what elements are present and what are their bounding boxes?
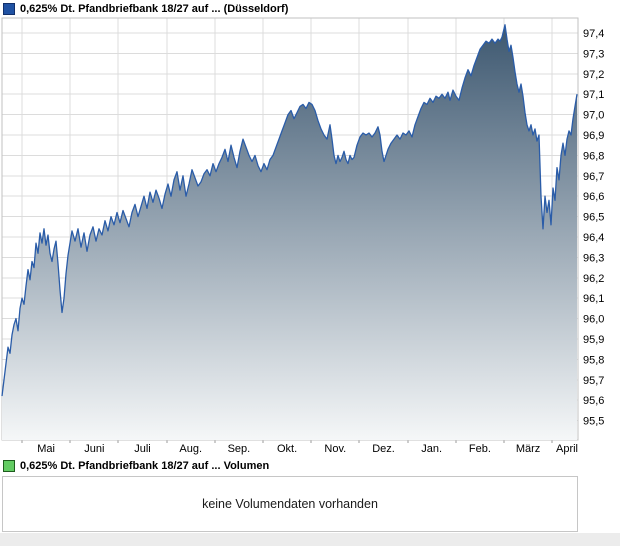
volume-series-label: 0,625% Dt. Pfandbriefbank 18/27 auf ... … (20, 460, 270, 472)
y-axis-tick-label: 97,4 (583, 28, 604, 40)
y-axis-tick-label: 96,6 (583, 191, 604, 203)
y-axis-tick-label: 95,5 (583, 416, 604, 428)
volume-series-marker-icon (3, 460, 15, 472)
x-axis-tick-label: April (556, 443, 578, 455)
y-axis-tick-label: 96,5 (583, 212, 604, 224)
volume-legend: 0,625% Dt. Pfandbriefbank 18/27 auf ... … (3, 460, 269, 472)
x-axis-tick-label: Okt. (277, 443, 297, 455)
y-axis-tick-label: 95,7 (583, 375, 604, 387)
x-axis-tick-label: Jan. (421, 443, 442, 455)
y-axis-tick-label: 96,1 (583, 293, 604, 305)
price-area-fill (2, 24, 577, 441)
volume-panel: keine Volumendaten vorhanden (2, 476, 578, 532)
x-axis-tick-label: Juli (134, 443, 151, 455)
y-axis-tick-label: 96,0 (583, 314, 604, 326)
price-series-label: 0,625% Dt. Pfandbriefbank 18/27 auf ... … (20, 3, 289, 15)
price-line (1, 24, 578, 397)
x-axis-tick-label: Dez. (372, 443, 395, 455)
x-axis-tick-label: März (516, 443, 540, 455)
y-axis-tick-label: 96,9 (583, 130, 604, 142)
x-axis-tick-label: Aug. (179, 443, 202, 455)
x-axis-tick-label: Mai (37, 443, 55, 455)
x-axis-tick-label: Juni (84, 443, 104, 455)
bottom-divider (0, 533, 620, 546)
y-axis-tick-label: 95,9 (583, 334, 604, 346)
y-axis-tick-label: 96,3 (583, 252, 604, 264)
x-axis-tick-label: Nov. (324, 443, 346, 455)
x-axis-tick-label: Feb. (469, 443, 491, 455)
y-axis-tick-label: 95,6 (583, 395, 604, 407)
y-axis-tick-label: 97,3 (583, 48, 604, 60)
no-volume-message: keine Volumendaten vorhanden (202, 497, 378, 511)
y-axis-tick-label: 97,2 (583, 69, 604, 81)
x-axis-tick-label: Sep. (228, 443, 251, 455)
price-series-marker-icon (3, 3, 15, 15)
y-axis-tick-label: 96,8 (583, 150, 604, 162)
y-axis-tick-label: 97,0 (583, 110, 604, 122)
y-axis-tick-label: 96,7 (583, 171, 604, 183)
y-axis-tick-label: 96,2 (583, 273, 604, 285)
y-axis-tick-label: 97,1 (583, 89, 604, 101)
y-axis-tick-label: 95,8 (583, 354, 604, 366)
price-legend: 0,625% Dt. Pfandbriefbank 18/27 auf ... … (3, 3, 288, 15)
y-axis-tick-label: 96,4 (583, 232, 604, 244)
price-chart-canvas[interactable]: 97,4 97,3 97,2 97,1 97,0 96,9 96,8 96,7 96,6 96,5… (0, 0, 620, 456)
